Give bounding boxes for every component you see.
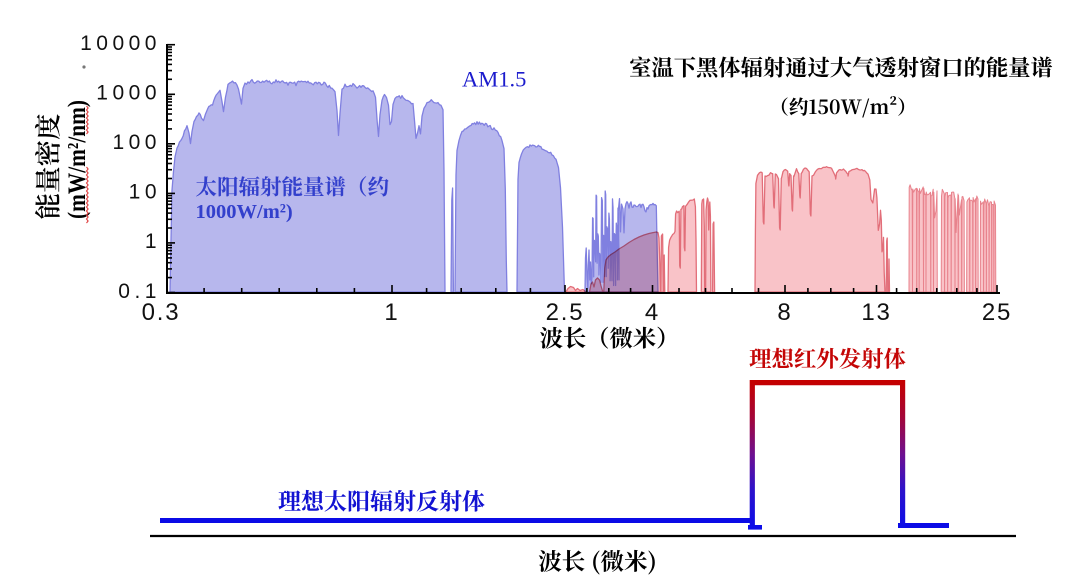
svg-text:4: 4 — [645, 299, 660, 326]
svg-text:10: 10 — [129, 181, 161, 204]
svg-text:100: 100 — [112, 131, 161, 154]
svg-text:0.3: 0.3 — [142, 299, 181, 326]
svg-text:13: 13 — [861, 299, 891, 326]
svg-text:8: 8 — [777, 299, 792, 326]
svg-text:AM1.5: AM1.5 — [462, 67, 526, 92]
svg-text:1: 1 — [145, 230, 161, 253]
svg-text:10000: 10000 — [80, 32, 161, 55]
svg-text:2.5: 2.5 — [546, 299, 585, 326]
svg-text:25: 25 — [982, 299, 1012, 326]
svg-text:0.1: 0.1 — [118, 280, 161, 303]
svg-text:1: 1 — [384, 299, 399, 326]
svg-text:1000: 1000 — [96, 82, 161, 105]
svg-text:1000W/m²): 1000W/m²) — [196, 201, 293, 223]
